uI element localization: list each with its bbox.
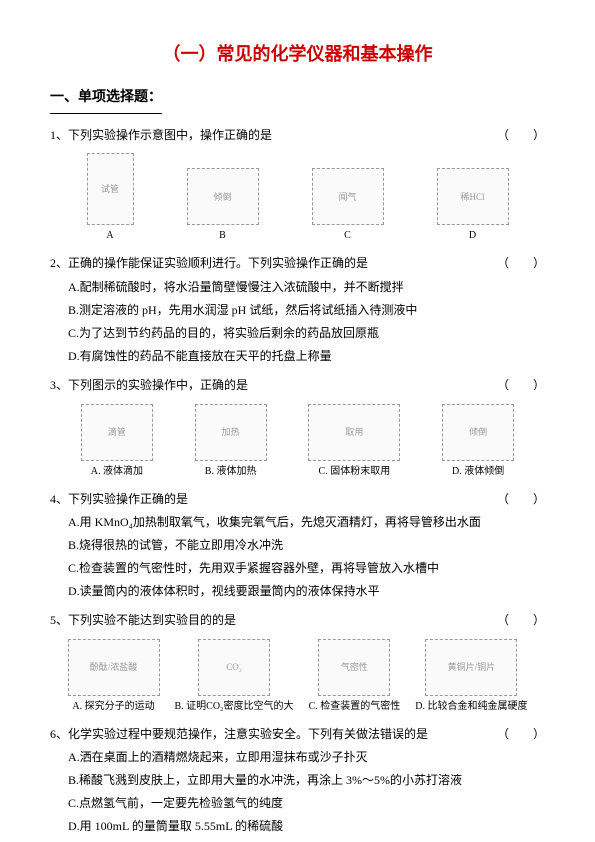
section-header-text: 一、单项选择题：: [50, 87, 162, 114]
page-title: （一）常见的化学仪器和基本操作: [50, 40, 545, 69]
q1-stem: 1、下列实验操作示意图中，操作正确的是: [50, 126, 477, 145]
image-placeholder: CO₂: [198, 639, 270, 696]
q1-text: 下列实验操作示意图中，操作正确的是: [68, 128, 272, 142]
q3-img-d: 倾倒 D. 液体倾倒: [442, 404, 514, 480]
q1-label-c: C: [344, 228, 351, 244]
q6-opt-a: A.洒在桌面上的酒精燃烧起来，立即用湿抹布或沙子扑灭: [68, 748, 545, 767]
q3-num: 3: [50, 378, 56, 392]
q6-opt-c: C.点燃氢气前，一定要先检验氢气的纯度: [68, 794, 545, 813]
q5-img-b: CO₂ B. 证明CO₂密度比空气的大: [175, 639, 294, 715]
q2-options: A.配制稀硫酸时，将水沿量筒壁慢慢注入浓硫酸中，并不断搅拌 B.测定溶液的 pH…: [50, 278, 545, 367]
image-placeholder: 闻气: [312, 168, 384, 225]
q3-paren: （ ）: [497, 376, 545, 395]
q1-num: 1: [50, 128, 56, 142]
q1-label-d: D: [469, 228, 476, 244]
q6-text: 化学实验过程中要规范操作，注意实验安全。下列有关做法错误的是: [68, 727, 428, 741]
q4-num: 4: [50, 492, 56, 506]
question-4: 4、下列实验操作正确的是 （ ） A.用 KMnO₄加热制取氧气，收集完氧气后，…: [50, 490, 545, 602]
image-placeholder: 黄铜片/铜片: [425, 639, 517, 696]
q5-img-a: 酚酞/浓盐酸 A. 探究分子的运动: [68, 639, 160, 715]
q3-text: 下列图示的实验操作中，正确的是: [68, 378, 248, 392]
q6-options: A.洒在桌面上的酒精燃烧起来，立即用湿抹布或沙子扑灭 B.稀酸飞溅到皮肤上，立即…: [50, 748, 545, 837]
q5-img-d: 黄铜片/铜片 D. 比较合金和纯金属硬度: [415, 639, 527, 715]
q1-img-c: 闻气 C: [312, 168, 384, 244]
q2-opt-c: C.为了达到节约药品的目的，将实验后剩余的药品放回原瓶: [68, 324, 545, 343]
q5-label-b: B. 证明CO₂密度比空气的大: [175, 699, 294, 715]
q3-label-a: A. 液体滴加: [91, 464, 143, 480]
q4-options: A.用 KMnO₄加热制取氧气，收集完氧气后，先熄灭酒精灯，再将导管移出水面 B…: [50, 513, 545, 602]
q6-opt-d: D.用 100mL 的量筒量取 5.55mL 的稀硫酸: [68, 817, 545, 836]
q1-label-b: B: [219, 228, 226, 244]
q3-label-c: C. 固体粉末取用: [319, 464, 391, 480]
q6-stem: 6、化学实验过程中要规范操作，注意实验安全。下列有关做法错误的是: [50, 725, 477, 744]
q5-stem: 5、下列实验不能达到实验目的的是: [50, 611, 477, 630]
q2-opt-d: D.有腐蚀性的药品不能直接放在天平的托盘上称量: [68, 347, 545, 366]
q4-opt-d: D.读量筒内的液体体积时，视线要跟量筒内的液体保持水平: [68, 582, 545, 601]
q6-opt-b: B.稀酸飞溅到皮肤上，立即用大量的水冲洗，再涂上 3%～5%的小苏打溶液: [68, 771, 545, 790]
image-placeholder: 试管: [87, 153, 134, 225]
q2-opt-a: A.配制稀硫酸时，将水沿量筒壁慢慢注入浓硫酸中，并不断搅拌: [68, 278, 545, 297]
q6-paren: （ ）: [497, 725, 545, 744]
question-6: 6、化学实验过程中要规范操作，注意实验安全。下列有关做法错误的是 （ ） A.洒…: [50, 725, 545, 837]
image-placeholder: 取用: [308, 404, 400, 461]
q1-paren: （ ）: [497, 126, 545, 145]
image-placeholder: 加热: [195, 404, 267, 461]
q1-img-d: 稀HCl D: [437, 168, 509, 244]
question-3: 3、下列图示的实验操作中，正确的是 （ ） 滴管 A. 液体滴加 加热 B. 液…: [50, 376, 545, 479]
q4-opt-c: C.检查装置的气密性时，先用双手紧握容器外壁，再将导管放入水槽中: [68, 559, 545, 578]
q2-num: 2: [50, 256, 56, 270]
image-placeholder: 酚酞/浓盐酸: [68, 639, 160, 696]
q1-label-a: A: [106, 228, 113, 244]
q3-images: 滴管 A. 液体滴加 加热 B. 液体加热 取用 C. 固体粉末取用 倾倒 D.…: [50, 404, 545, 480]
q3-stem: 3、下列图示的实验操作中，正确的是: [50, 376, 477, 395]
q5-label-a: A. 探究分子的运动: [72, 699, 154, 715]
question-5: 5、下列实验不能达到实验目的的是 （ ） 酚酞/浓盐酸 A. 探究分子的运动 C…: [50, 611, 545, 714]
q2-paren: （ ）: [497, 254, 545, 273]
q5-label-d: D. 比较合金和纯金属硬度: [415, 699, 527, 715]
q4-opt-b: B.烧得很热的试管，不能立即用冷水冲洗: [68, 536, 545, 555]
question-1: 1、下列实验操作示意图中，操作正确的是 （ ） 试管 A 倾倒 B 闻气 C 稀…: [50, 126, 545, 244]
q3-img-b: 加热 B. 液体加热: [195, 404, 267, 480]
q4-paren: （ ）: [497, 490, 545, 509]
section-header: 一、单项选择题：: [50, 87, 545, 126]
q5-text: 下列实验不能达到实验目的的是: [68, 613, 236, 627]
q3-img-a: 滴管 A. 液体滴加: [81, 404, 153, 480]
q4-stem: 4、下列实验操作正确的是: [50, 490, 477, 509]
q3-label-b: B. 液体加热: [205, 464, 257, 480]
q2-text: 正确的操作能保证实验顺利进行。下列实验操作正确的是: [68, 256, 368, 270]
q5-paren: （ ）: [497, 611, 545, 630]
q1-img-a: 试管 A: [87, 153, 134, 244]
q4-opt-a: A.用 KMnO₄加热制取氧气，收集完氧气后，先熄灭酒精灯，再将导管移出水面: [68, 513, 545, 532]
q4-text: 下列实验操作正确的是: [68, 492, 188, 506]
image-placeholder: 倾倒: [442, 404, 514, 461]
image-placeholder: 气密性: [318, 639, 390, 696]
question-2: 2、正确的操作能保证实验顺利进行。下列实验操作正确的是 （ ） A.配制稀硫酸时…: [50, 254, 545, 366]
q1-images: 试管 A 倾倒 B 闻气 C 稀HCl D: [50, 153, 545, 244]
q5-label-c: C. 检查装置的气密性: [309, 699, 401, 715]
image-placeholder: 稀HCl: [437, 168, 509, 225]
q3-img-c: 取用 C. 固体粉末取用: [308, 404, 400, 480]
q3-label-d: D. 液体倾倒: [452, 464, 504, 480]
q2-stem: 2、正确的操作能保证实验顺利进行。下列实验操作正确的是: [50, 254, 477, 273]
q5-num: 5: [50, 613, 56, 627]
image-placeholder: 滴管: [81, 404, 153, 461]
image-placeholder: 倾倒: [187, 168, 259, 225]
q2-opt-b: B.测定溶液的 pH，先用水润湿 pH 试纸，然后将试纸插入待测液中: [68, 301, 545, 320]
q5-img-c: 气密性 C. 检查装置的气密性: [309, 639, 401, 715]
q5-images: 酚酞/浓盐酸 A. 探究分子的运动 CO₂ B. 证明CO₂密度比空气的大 气密…: [50, 639, 545, 715]
q1-img-b: 倾倒 B: [187, 168, 259, 244]
q6-num: 6: [50, 727, 56, 741]
